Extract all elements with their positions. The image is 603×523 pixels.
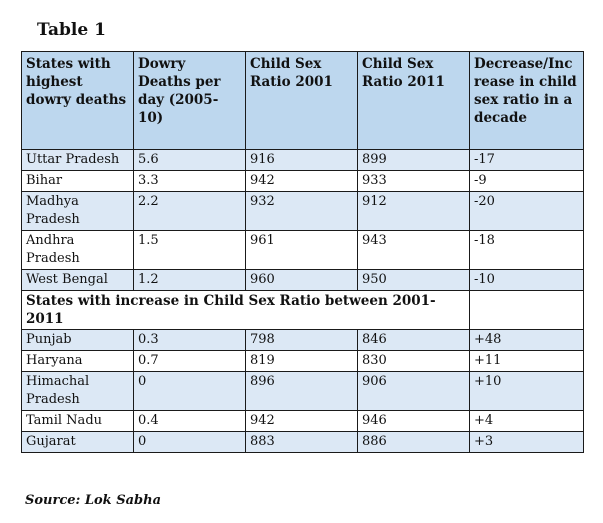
cell-csr-2011: 943 [357, 230, 470, 270]
header-dowry-deaths: Dowry Deaths per day (2005-10) [133, 51, 246, 150]
cell-csr-2001: 942 [245, 410, 358, 432]
section-heading: States with increase in Child Sex Ratio … [21, 290, 470, 330]
table-body: Uttar Pradesh 5.6 916 899 -17 Bihar 3.3 942 933-… [21, 149, 584, 453]
cell-change: +3 [469, 431, 584, 453]
cell-change: -10 [469, 269, 584, 291]
table-caption: Table 1 [37, 20, 106, 40]
dowry-sex-ratio-table: States with highest dowry deaths Dowry D… [21, 51, 584, 453]
cell-dowry-deaths: 2.2 [133, 191, 246, 231]
cell-change: -20 [469, 191, 584, 231]
cell-dowry-deaths: 0 [133, 371, 246, 411]
cell-state: Tamil Nadu [21, 410, 134, 432]
header-csr-2001: Child Sex Ratio 2001 [245, 51, 358, 150]
source-note: Source: Lok Sabha [25, 493, 161, 508]
cell-dowry-deaths: 0.4 [133, 410, 246, 432]
cell-csr-2011: 946 [357, 410, 470, 432]
cell-dowry-deaths: 5.6 [133, 149, 246, 171]
cell-csr-2011: 933 [357, 170, 470, 192]
cell-dowry-deaths: 1.5 [133, 230, 246, 270]
cell-change: +11 [469, 350, 584, 372]
cell-csr-2011: 886 [357, 431, 470, 453]
cell-state: Himachal Pradesh [21, 371, 134, 411]
table-row: Andhra Pradesh 1.5 961 943 -18 [21, 230, 584, 270]
cell-csr-2011: 950 [357, 269, 470, 291]
cell-state: Uttar Pradesh [21, 149, 134, 171]
header-row: States with highest dowry deaths Dowry D… [21, 51, 584, 150]
cell-change: -17 [469, 149, 584, 171]
cell-state: Bihar [21, 170, 134, 192]
cell-csr-2001: 819 [245, 350, 358, 372]
cell-change: -18 [469, 230, 584, 270]
cell-csr-2011: 830 [357, 350, 470, 372]
table-row: Uttar Pradesh 5.6 916 899 -17 [21, 149, 584, 171]
cell-csr-2001: 883 [245, 431, 358, 453]
section-heading-row: States with increase in Child Sex Ratio … [21, 290, 584, 330]
cell-dowry-deaths: 0.3 [133, 329, 246, 351]
table-row: Punjab 0.3 798 846 +48 [21, 329, 584, 351]
cell-dowry-deaths: 3.3 [133, 170, 246, 192]
cell-state: Gujarat [21, 431, 134, 453]
cell-change: -9 [469, 170, 584, 192]
cell-csr-2001: 798 [245, 329, 358, 351]
cell-change: +4 [469, 410, 584, 432]
cell-csr-2001: 942 [245, 170, 358, 192]
cell-csr-2011: 846 [357, 329, 470, 351]
cell-csr-2001: 896 [245, 371, 358, 411]
table-row: Haryana 0.7 819 830 +11 [21, 350, 584, 372]
header-change: Decrease/Increase in child sex ratio in … [469, 51, 584, 150]
cell-dowry-deaths: 1.2 [133, 269, 246, 291]
table-row: West Bengal 1.2 960 950 -10 [21, 269, 584, 291]
table-header: States with highest dowry deaths Dowry D… [21, 51, 584, 150]
cell-state: Haryana [21, 350, 134, 372]
table-row: Gujarat 0 883 886 +3 [21, 431, 584, 453]
cell-change: +48 [469, 329, 584, 351]
table-row: Madhya Pradesh 2.2 932 912 -20 [21, 191, 584, 231]
cell-state: Madhya Pradesh [21, 191, 134, 231]
table-row: Tamil Nadu 0.4 942 946 +4 [21, 410, 584, 432]
cell-state: Andhra Pradesh [21, 230, 134, 270]
header-csr-2011: Child Sex Ratio 2011 [357, 51, 470, 150]
section-heading-empty-cell [469, 290, 584, 330]
cell-dowry-deaths: 0.7 [133, 350, 246, 372]
header-states: States with highest dowry deaths [21, 51, 134, 150]
cell-state: West Bengal [21, 269, 134, 291]
cell-csr-2011: 899 [357, 149, 470, 171]
cell-state: Punjab [21, 329, 134, 351]
cell-csr-2001: 961 [245, 230, 358, 270]
table-row: Bihar 3.3 942 933 -9 [21, 170, 584, 192]
cell-change: +10 [469, 371, 584, 411]
cell-csr-2001: 932 [245, 191, 358, 231]
cell-csr-2001: 916 [245, 149, 358, 171]
cell-csr-2011: 906 [357, 371, 470, 411]
cell-dowry-deaths: 0 [133, 431, 246, 453]
cell-csr-2011: 912 [357, 191, 470, 231]
table-row: Himachal Pradesh 0 896 906 +10 [21, 371, 584, 411]
cell-csr-2001: 960 [245, 269, 358, 291]
